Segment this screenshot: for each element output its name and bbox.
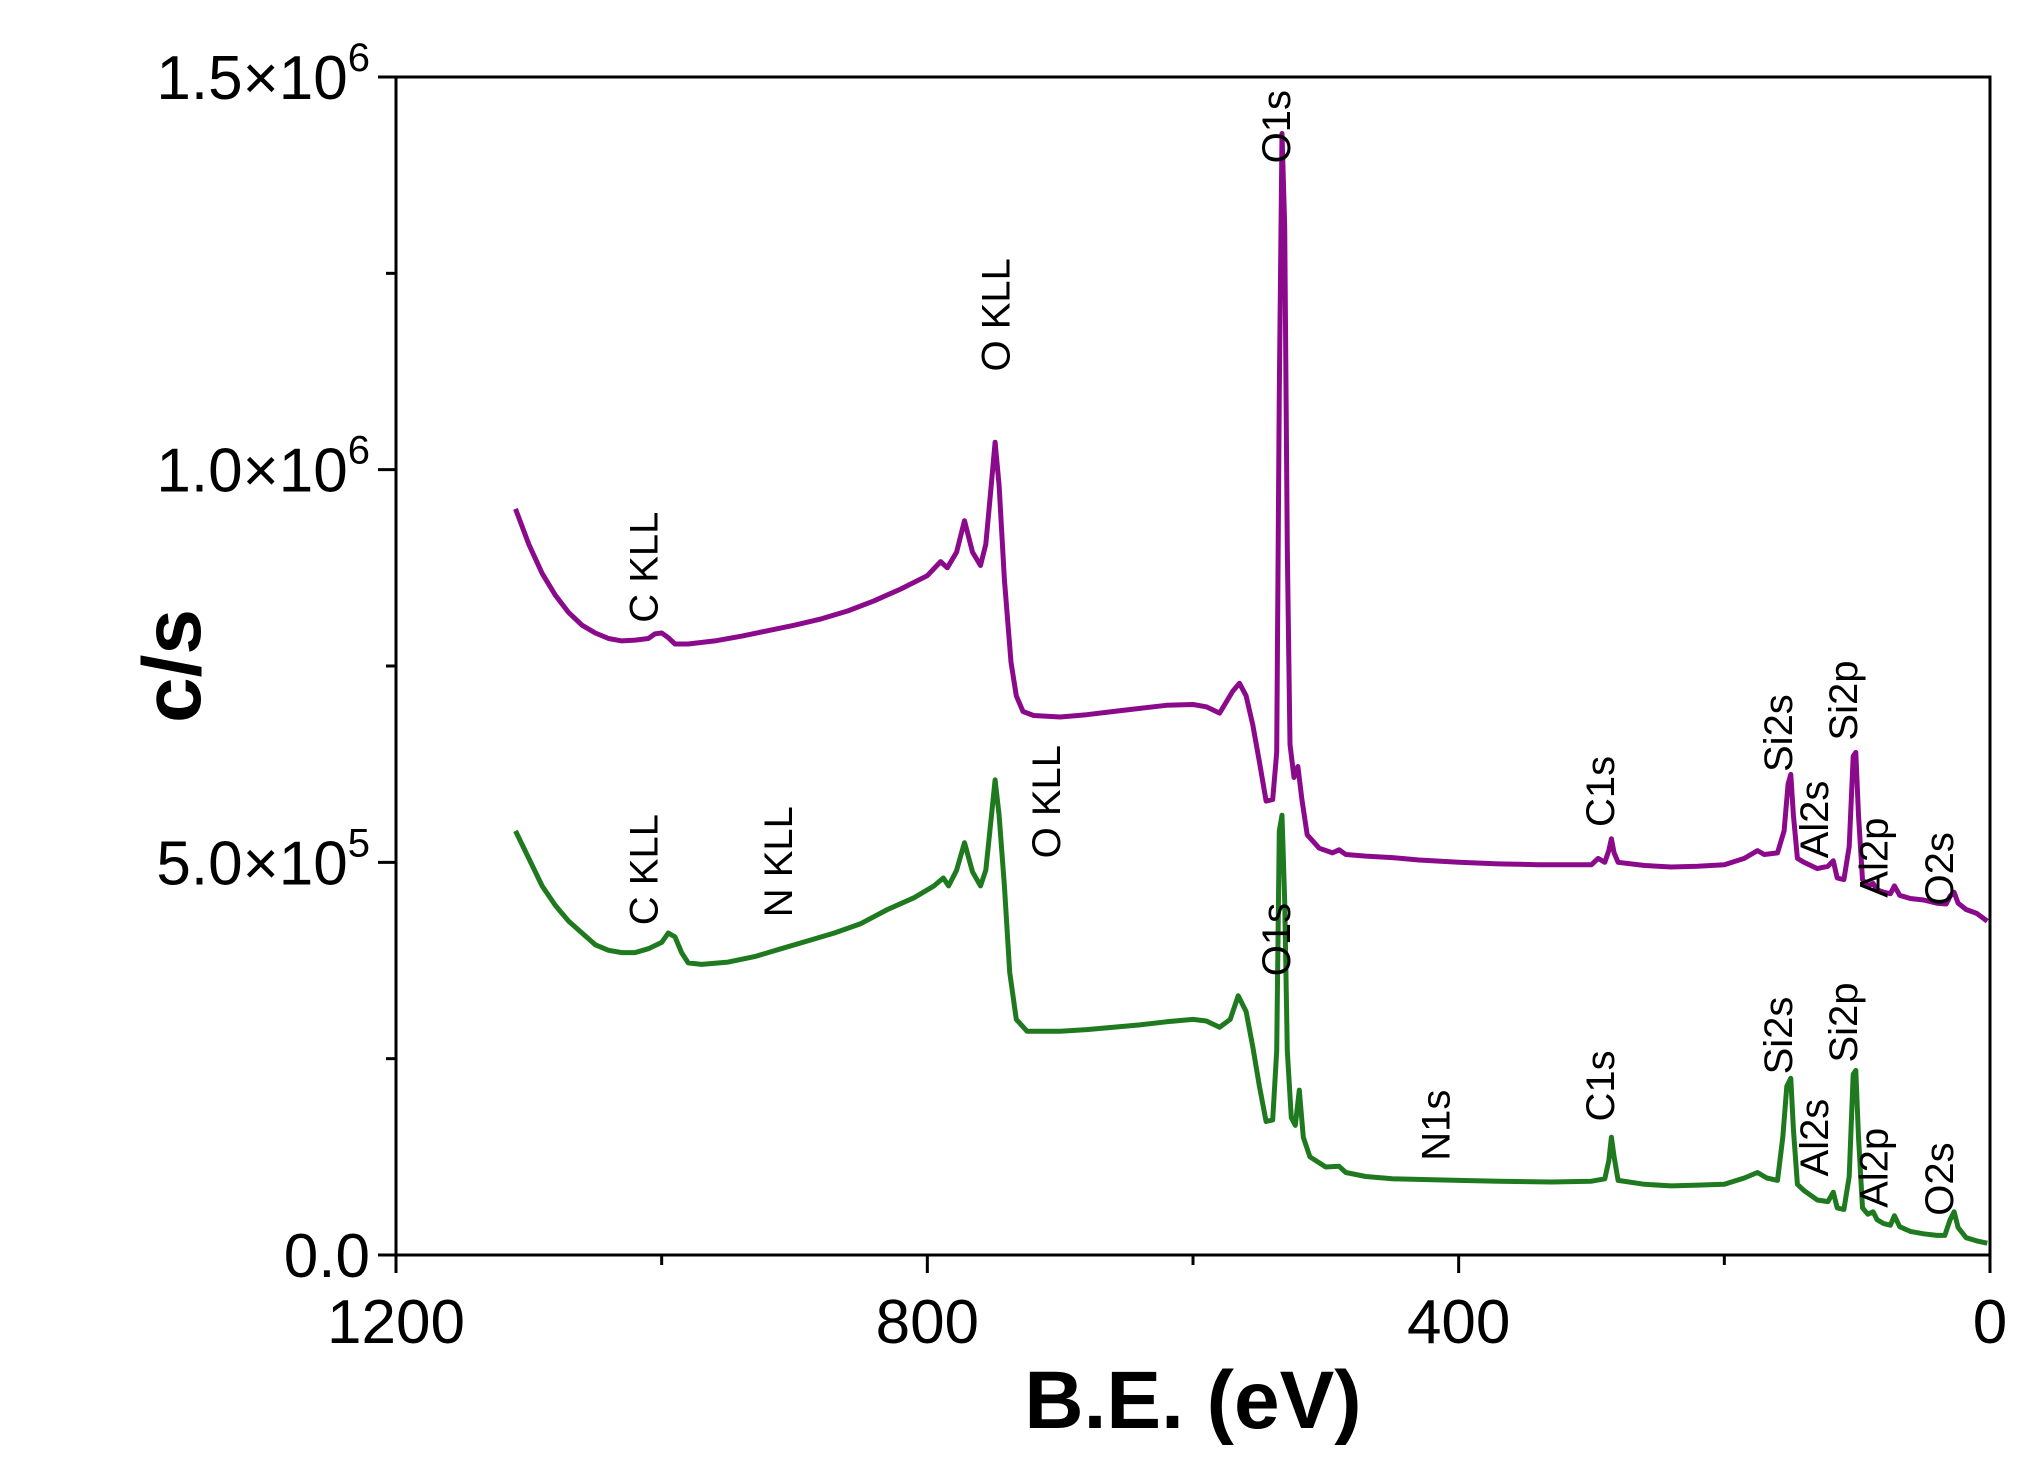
y-tick-label: 5.0×105 xyxy=(156,821,370,898)
peak-label: Al2p xyxy=(1853,818,1897,898)
peak-label: Si2s xyxy=(1757,997,1801,1075)
peak-label: N1s xyxy=(1414,1090,1458,1161)
peak-label: Al2s xyxy=(1793,1099,1837,1177)
peak-label: Si2p xyxy=(1822,661,1866,741)
y-tick-label: 1.0×106 xyxy=(156,429,370,506)
peak-label: Al2s xyxy=(1793,781,1837,859)
peak-label: C1s xyxy=(1579,1050,1623,1121)
peak-label: O2s xyxy=(1918,832,1962,905)
peak-label: C KLL xyxy=(623,512,667,623)
peak-label: Si2p xyxy=(1822,983,1866,1063)
peak-label: C1s xyxy=(1579,756,1623,827)
x-tick-label: 400 xyxy=(1407,1288,1510,1357)
x-tick-label: 0 xyxy=(1973,1288,2007,1357)
series-line-2 xyxy=(513,777,1988,1246)
y-tick-label: 0.0 xyxy=(284,1222,370,1291)
peak-label: O1s xyxy=(1255,90,1299,163)
peak-label: C KLL xyxy=(623,814,667,925)
peak-label: O KLL xyxy=(1025,745,1069,858)
series-line-1 xyxy=(513,131,1989,924)
x-tick-label: 800 xyxy=(876,1288,979,1357)
peak-annotations: O1s O KLL C KLL C1s Si2s Al2s Si2p Al2p O2s O KLL… xyxy=(623,90,1962,1216)
peak-label: N KLL xyxy=(757,806,801,917)
peak-label: Al2p xyxy=(1853,1128,1897,1208)
x-tick-label: 1200 xyxy=(327,1288,465,1357)
x-axis-title: B.E. (eV) xyxy=(1024,1355,1361,1446)
x-axis: 1200 800 400 0 xyxy=(327,1255,2007,1357)
peak-label: Si2s xyxy=(1757,694,1801,772)
plot-series xyxy=(513,131,1989,1246)
y-tick-label: 1.5×106 xyxy=(156,36,370,113)
plot-frame xyxy=(394,75,1992,1257)
y-axis-title: c/s xyxy=(127,609,218,723)
peak-label: O1s xyxy=(1255,903,1299,976)
peak-label: O2s xyxy=(1918,1142,1962,1215)
y-axis: 0.0 5.0×105 1.0×106 1.5×106 xyxy=(156,36,396,1291)
peak-label: O KLL xyxy=(975,258,1019,371)
